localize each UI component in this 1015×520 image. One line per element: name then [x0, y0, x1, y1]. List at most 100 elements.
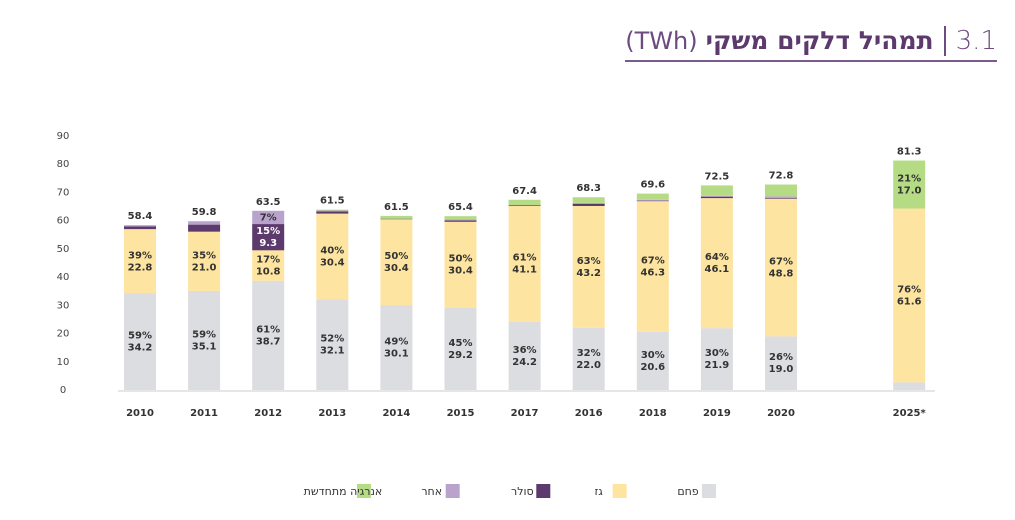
x-tick-label: 2015 [447, 408, 475, 419]
bar-segment [188, 224, 221, 232]
bar-segment [124, 229, 156, 294]
bar-segment [444, 216, 477, 220]
bar-segment [636, 193, 669, 200]
x-tick-label: 2014 [382, 408, 410, 419]
bar-segment [572, 202, 605, 204]
percent-label: 76% [897, 284, 921, 295]
bar-segment [188, 221, 221, 225]
bar-segment [572, 203, 605, 206]
legend-label: פחם [677, 485, 698, 498]
percent-label: 67% [769, 257, 793, 268]
total-label: 67.4 [512, 186, 537, 197]
bar-segment [572, 327, 605, 390]
value-label: 22.8 [128, 262, 153, 273]
value-label: 24.2 [512, 357, 537, 368]
bar-segment [124, 225, 156, 227]
bar-segment [316, 299, 349, 390]
value-label: 10.8 [256, 267, 281, 278]
bar-segment [380, 215, 413, 219]
percent-label: 40% [320, 246, 344, 257]
legend-swatch [536, 484, 551, 498]
chart-number: 3.1 [943, 26, 997, 56]
bar-segment [380, 218, 413, 220]
total-label: 59.8 [192, 207, 217, 218]
bar-segment [252, 210, 285, 225]
legend-label: אנרגיה מתחדשת [304, 485, 383, 498]
percent-label: 35% [192, 250, 216, 261]
bar-segment [316, 213, 349, 300]
bar-segment [444, 307, 477, 390]
bar-segment [765, 196, 797, 198]
percent-label: 59% [192, 329, 216, 340]
y-tick-label: 90 [57, 131, 70, 142]
legend-label: סולר [511, 485, 534, 498]
bar-segment [444, 221, 477, 308]
x-tick-label: 2019 [703, 408, 731, 419]
total-label: 81.3 [897, 147, 922, 158]
total-label: 72.5 [705, 171, 730, 182]
bar-segment [508, 321, 541, 390]
percent-label: 15% [256, 226, 280, 237]
value-label: 22.0 [576, 360, 601, 371]
x-tick-label: 2012 [254, 408, 282, 419]
value-label: 38.7 [256, 336, 281, 347]
percent-label: 36% [513, 345, 537, 356]
percent-label: 59% [128, 331, 152, 342]
value-label: 32.1 [320, 346, 345, 357]
bar-segment [252, 280, 285, 390]
y-tick-label: 70 [57, 187, 70, 198]
percent-label: 61% [256, 324, 280, 335]
legend-swatch [702, 484, 716, 498]
legend-swatch [612, 484, 627, 498]
legend-label: גז [594, 485, 603, 498]
percent-label: 49% [384, 337, 408, 348]
value-label: 30.4 [384, 263, 409, 274]
percent-label: 32% [577, 348, 601, 359]
total-label: 65.4 [448, 202, 473, 213]
bar-segment [252, 224, 285, 251]
bar-segment [765, 184, 797, 197]
bar-segment [636, 199, 669, 201]
title-block: 3.1 תמהיל דלקים משקי (TWh) [625, 26, 997, 62]
value-label: 20.6 [640, 362, 665, 373]
percent-label: 17% [256, 255, 280, 266]
bar-segment [444, 219, 477, 221]
x-tick-label: 2011 [190, 408, 218, 419]
chart-title: תמהיל דלקים משקי [705, 26, 934, 55]
value-label: 34.2 [128, 343, 153, 354]
total-label: 58.4 [128, 211, 153, 222]
value-label: 17.0 [897, 186, 922, 197]
x-tick-label: 2018 [639, 408, 667, 419]
bar-segment [700, 328, 733, 390]
y-tick-label: 10 [57, 357, 70, 368]
value-label: 19.0 [769, 364, 794, 375]
y-tick-label: 40 [57, 272, 70, 283]
bar-segment [188, 231, 221, 291]
value-label: 21.0 [192, 262, 217, 273]
bar-segment [572, 205, 605, 328]
y-tick-label: 30 [57, 300, 70, 311]
bar-segment [508, 199, 541, 205]
value-label: 9.3 [259, 238, 277, 249]
bar-segment [765, 198, 797, 337]
bar-segment [765, 197, 797, 199]
bar-segment [636, 200, 669, 202]
y-tick-label: 0 [60, 385, 66, 396]
bar-segment [508, 205, 541, 322]
x-tick-label: 2017 [511, 408, 539, 419]
value-label: 43.2 [576, 268, 601, 279]
x-tick-label: 2016 [575, 408, 603, 419]
bar-segment [765, 336, 797, 390]
x-tick-label: 2010 [126, 408, 154, 419]
bar-segment [893, 208, 926, 383]
total-label: 69.6 [640, 180, 665, 191]
value-label: 30.4 [320, 258, 345, 269]
value-label: 30.1 [384, 349, 409, 360]
bar-segment [893, 160, 926, 209]
value-label: 41.1 [512, 265, 537, 276]
total-label: 61.5 [384, 202, 409, 213]
bar-segment [316, 209, 349, 211]
percent-label: 64% [705, 252, 729, 263]
bar-segment [124, 226, 156, 230]
bar-segment [316, 211, 349, 214]
